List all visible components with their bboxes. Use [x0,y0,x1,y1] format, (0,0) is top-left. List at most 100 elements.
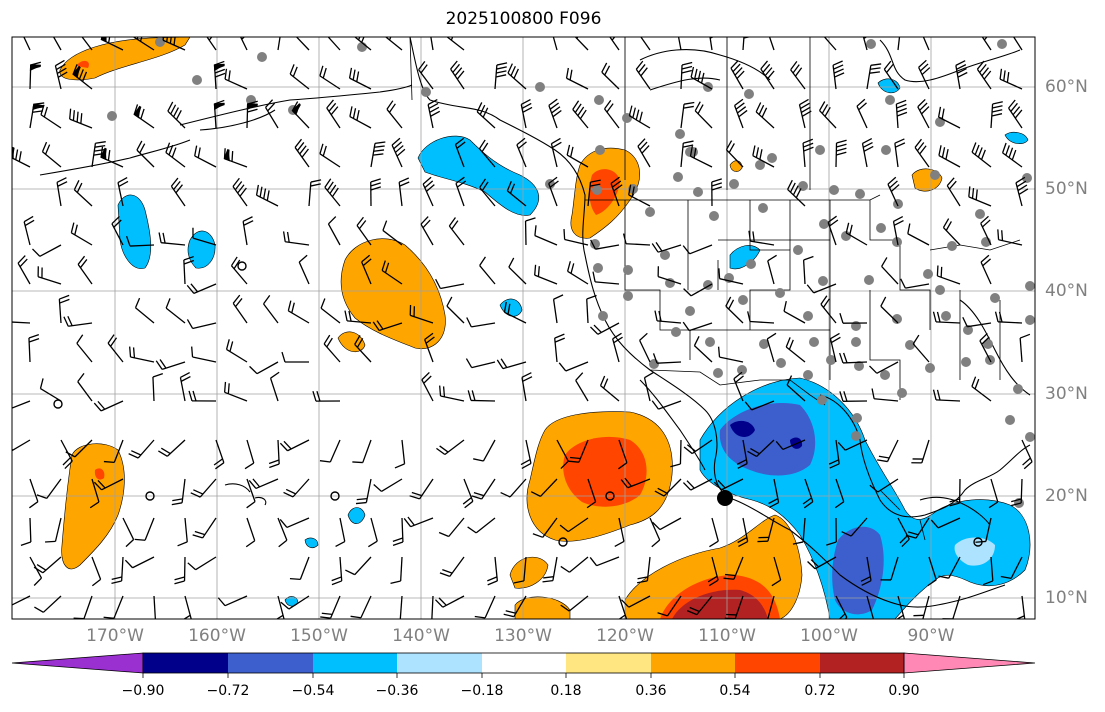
wind-barb [34,595,62,613]
wind-barb [239,37,248,51]
wind-barb [558,361,589,372]
wind-barb [736,439,748,469]
wind-barb [861,138,874,168]
wind-barb [694,101,713,129]
wind-barb [654,478,682,497]
wind-barb [91,556,102,587]
wind-barb [312,390,341,402]
contour-blue-gulf [417,135,539,216]
wind-barb [183,255,195,285]
wind-barb [690,66,713,90]
wind-barb [881,257,899,285]
wind-barb [465,358,496,369]
colorbar-tick-label: 0.18 [550,683,582,699]
wind-barb [192,517,217,539]
wind-barb [575,372,589,402]
colorbar-tick-label: −0.18 [460,683,504,699]
wind-barb [707,556,719,587]
wind-barb [766,332,777,363]
wind-barb [283,478,310,498]
wind-barb [927,556,937,587]
wind-barb [217,595,248,607]
wind-barb [649,517,661,548]
wind-barb [294,138,310,168]
wind-barb [997,229,1023,246]
wind-barb [230,256,248,285]
wind-barb [331,556,343,586]
wind-barb [755,102,775,129]
wind-barb [507,63,527,90]
wind-barb [827,215,839,246]
wind-barb [971,376,992,402]
lat-tick-label: 40°N [1045,281,1088,301]
colorbar-extend-high [903,652,1036,674]
wind-barb [133,104,155,129]
wind-barb [354,335,372,363]
wind-barb [381,260,403,285]
wind-barb [403,516,434,528]
wind-barb [496,358,527,370]
wind-barb [409,478,434,500]
wind-barb [880,556,899,581]
wind-barb [186,283,217,295]
wind-barb [327,37,341,51]
wind-barb [652,517,682,531]
wind-barb [279,517,310,529]
wind-barb [308,179,322,207]
wind-barb [427,98,441,129]
wind-barb [129,346,155,363]
wind-barb [418,61,434,90]
wind-barb [787,179,806,207]
wind-barb [277,37,281,51]
plot-title: 2025100800 F096 [445,9,602,29]
wind-barb [532,517,558,538]
wind-barb [280,595,310,610]
wind-barb [436,439,465,456]
wind-barb [277,517,288,548]
wind-barb [949,478,961,507]
wind-barb [932,311,961,324]
wind-barb [424,332,435,363]
wind-barb [467,517,496,534]
wind-barb [348,67,372,90]
wind-barb [72,64,93,90]
wind-barb [802,138,814,168]
lon-tick-label: 130°W [494,626,552,646]
wind-barb [289,556,310,581]
wind-barb [76,334,93,363]
wind-barb [869,478,899,493]
wind-barb [572,100,589,129]
wind-barb [245,517,256,548]
wind-barb [829,332,841,363]
wind-barb [320,298,341,324]
wind-barb [33,556,62,574]
wind-barb [586,478,597,509]
wind-barb [12,439,31,452]
wind-barb [467,390,496,402]
wind-barb [860,556,872,586]
wind-barb [349,106,372,129]
wind-barb [177,517,188,547]
wind-barb [320,595,341,619]
wind-barb [167,101,186,129]
wind-barb [438,517,465,538]
wind-barb [326,99,341,129]
wind-barbs [12,37,1033,619]
wind-barb [871,388,899,402]
wind-barb [186,319,217,330]
colorbar-segment [566,653,651,673]
wind-barb [344,310,372,324]
wind-barb [560,556,589,573]
wind-barb [93,400,124,412]
wind-barb [768,37,775,51]
wind-barb [1000,556,1023,580]
lat-tick-label: 30°N [1045,384,1088,404]
lon-tick-label: 110°W [698,626,756,646]
lat-tick-label: 60°N [1045,77,1088,97]
wind-barb [592,271,620,285]
wind-barb [652,353,682,364]
wind-barb [832,60,845,90]
wind-barb [548,176,559,207]
wind-barb [866,595,875,619]
wind-barb [946,177,961,207]
